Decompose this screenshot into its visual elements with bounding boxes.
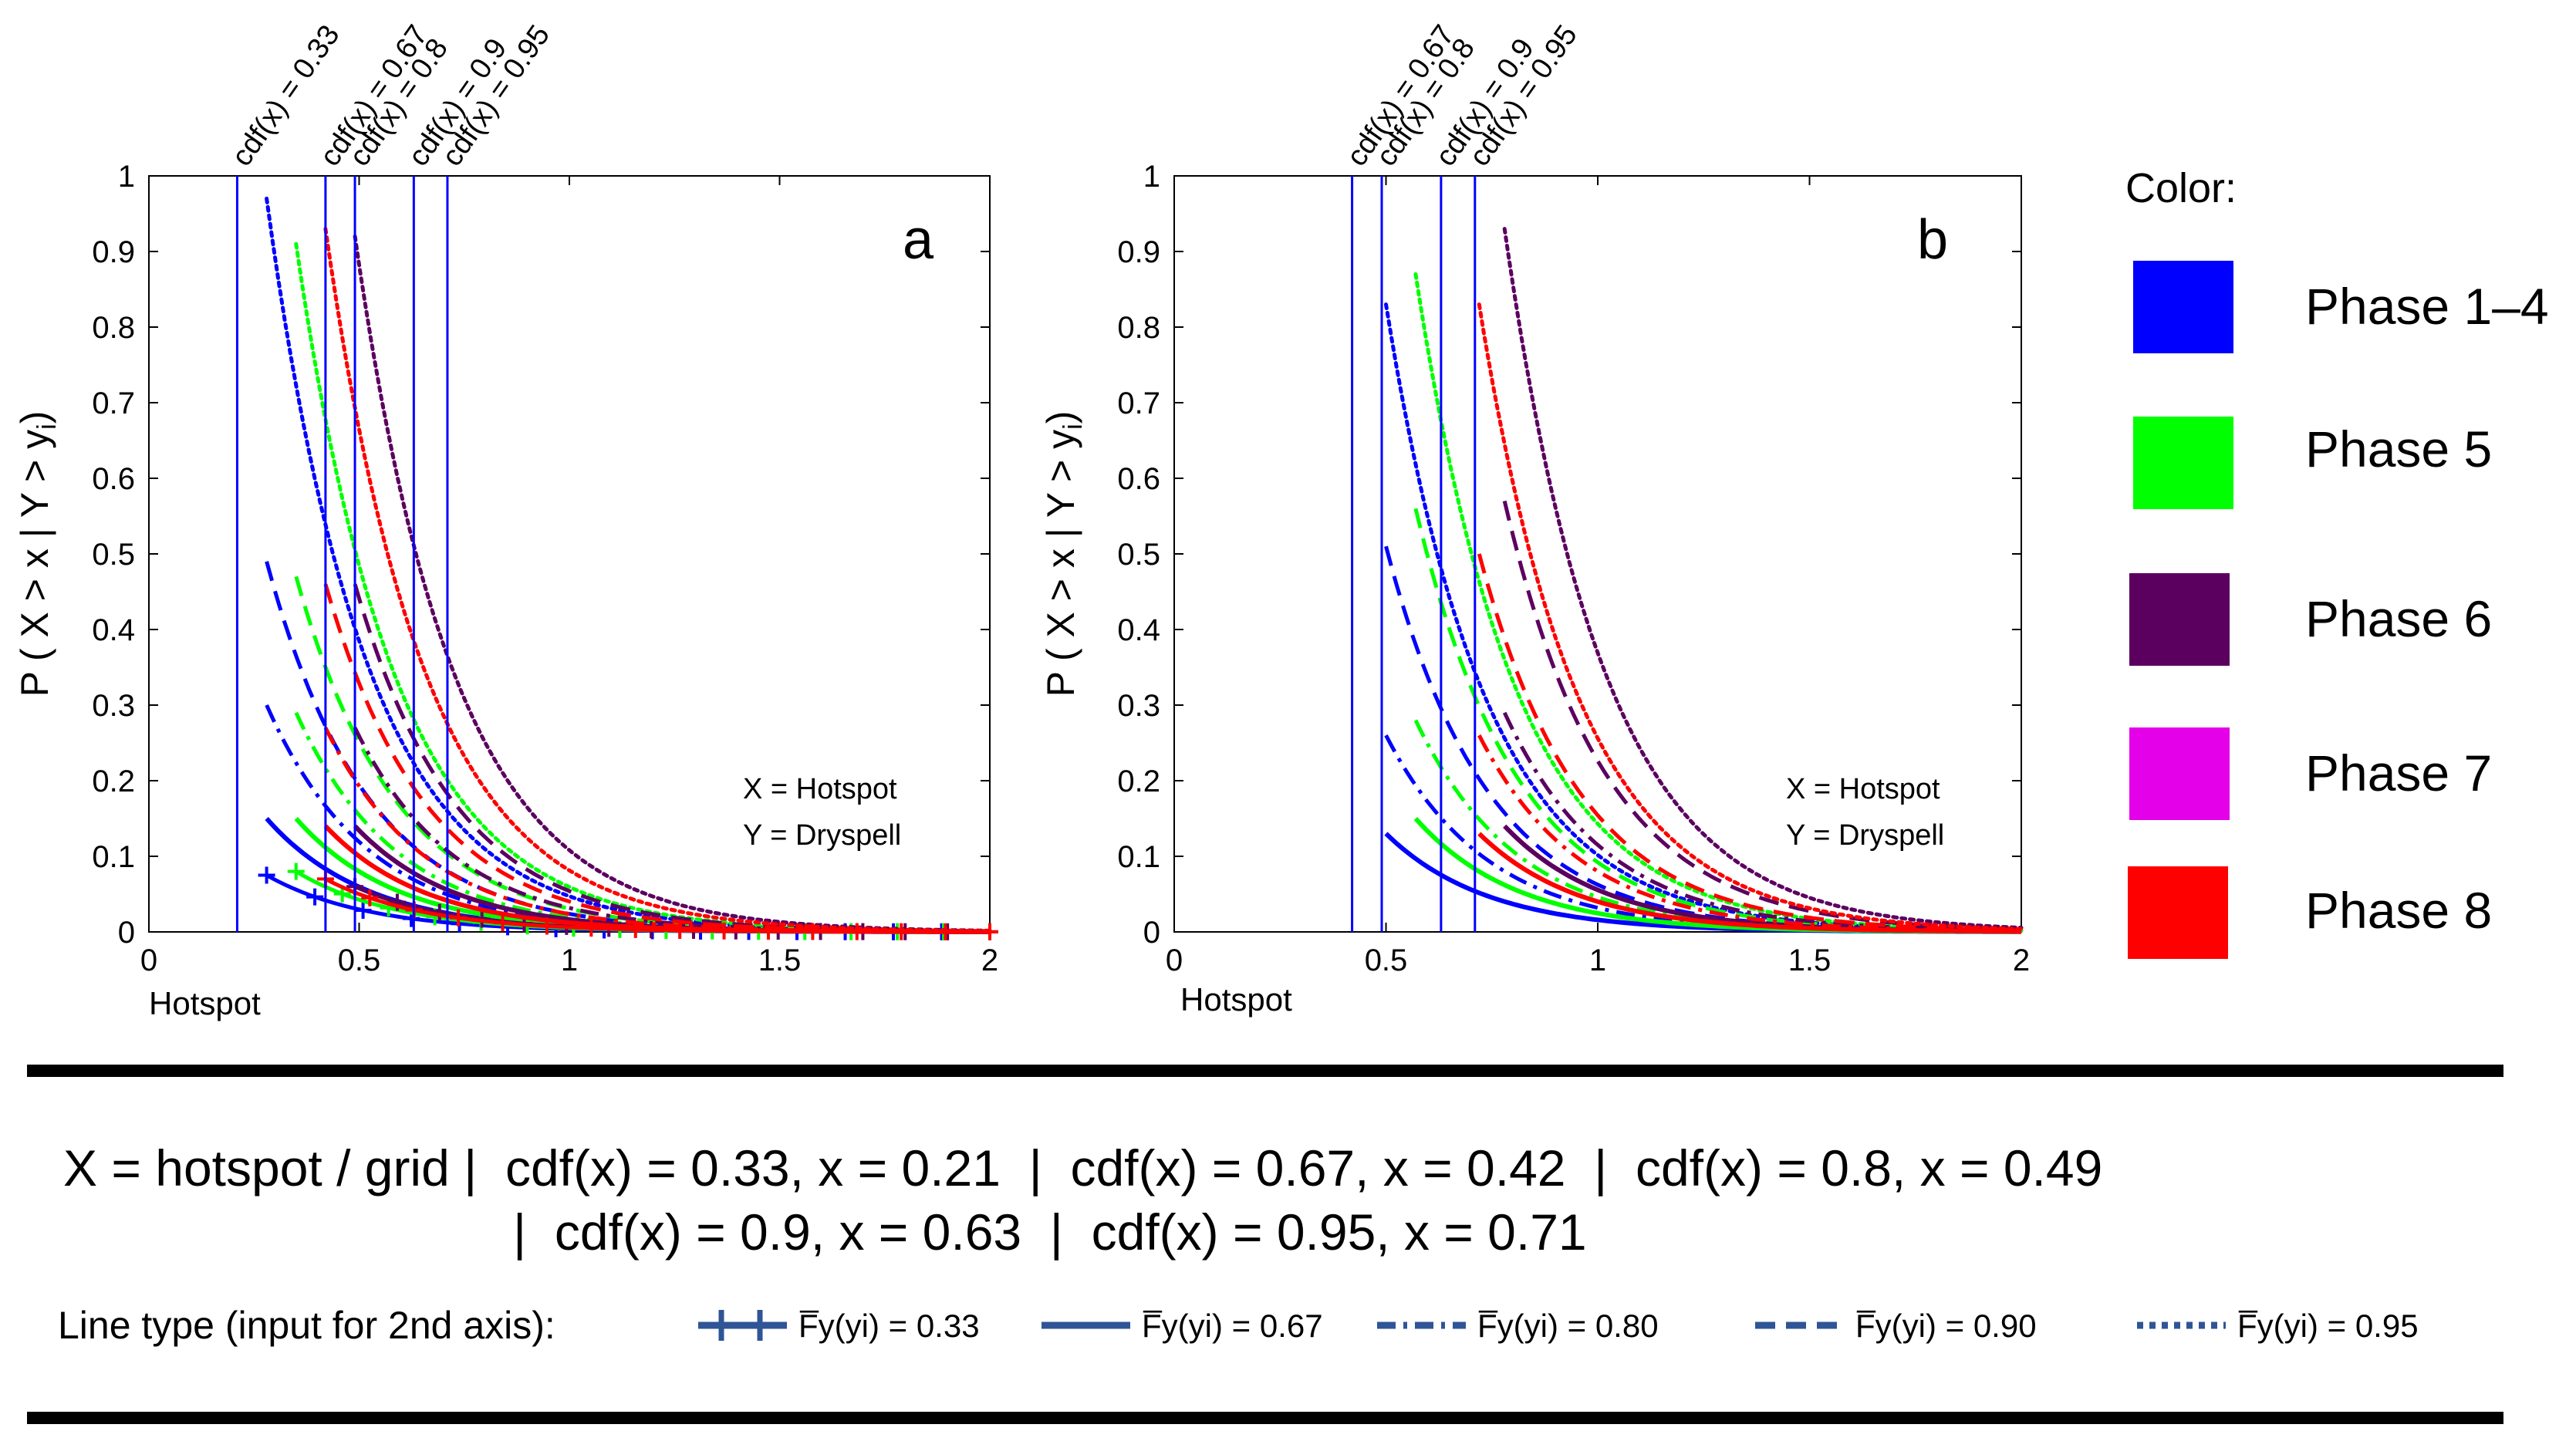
panel-b-xtick-label: 1 <box>1589 943 1606 977</box>
panel-b-series-phase-6-dashed <box>1502 500 2022 932</box>
panel-a-xtick-label: 1 <box>561 943 578 977</box>
panel-b-annotation-x: X = Hotspot <box>1786 773 1940 805</box>
panel-b-axes-frame <box>1173 175 2022 933</box>
panel-a-ytick-label: 0.9 <box>92 235 135 269</box>
panel-a-series-phase-1-4-plus-marker <box>258 866 275 884</box>
panel-b-ytick-label: 0.3 <box>1117 689 1160 723</box>
panel-a-series-phase-6-dashed <box>353 583 990 933</box>
panel-a-series-phase-1-4-plus-marker <box>306 888 324 906</box>
footer-top-rule <box>27 1065 2503 1077</box>
panel-a-annotation-y: Y = Dryspell <box>743 819 901 852</box>
panel-b-xtick-label: 0.5 <box>1365 943 1408 977</box>
panel-a-xtick-label: 2 <box>981 943 998 977</box>
panel-a-ytick-label: 0.8 <box>92 311 135 345</box>
panel-b-xtick-label: 1.5 <box>1788 943 1832 977</box>
footer: X = hotspot / grid | cdf(x) = 0.33, x = … <box>27 1065 2503 1424</box>
linetype-label-dashed: F̅y(yi) = 0.90 <box>1855 1308 2037 1344</box>
panel-b-ytick-label: 0.8 <box>1117 311 1160 345</box>
panel-a-series-phase-5-plus-marker <box>287 862 305 880</box>
panel-b-series-phase-8-solid <box>1477 832 2021 934</box>
panel-b-xtick-label: 0 <box>1166 943 1183 977</box>
legend-swatch-phase-1-4 <box>2133 261 2233 353</box>
panel-a: 0 0.5 1 1.5 200.10.20.30.40.50.60.70.80.91cd… <box>13 19 998 1021</box>
legend-swatch-phase-7 <box>2129 727 2230 820</box>
legend-swatch-phase-6 <box>2129 573 2230 666</box>
footer-cdf-line-1: X = hotspot / grid | cdf(x) = 0.33, x = … <box>63 1139 2102 1197</box>
legend-swatch-phase-5 <box>2133 417 2233 509</box>
footer-bottom-rule <box>27 1412 2503 1424</box>
panel-a-label: a <box>903 209 934 271</box>
panel-b-ytick-label: 0.7 <box>1117 386 1160 420</box>
panel-a-series-phase-8-dashed <box>323 583 990 933</box>
legend-swatch-phase-8 <box>2128 866 2228 959</box>
panel-b-label: b <box>1917 209 1948 271</box>
legend-label-phase-6: Phase 6 <box>2305 590 2492 647</box>
color-legend-title: Color: <box>2125 165 2237 211</box>
panel-b-series-phase-8-dashed <box>1477 553 2022 933</box>
panel-a-xlabel: Hotspot <box>149 985 261 1021</box>
panel-b-ytick-label: 0.1 <box>1117 840 1160 874</box>
panel-a-series-phase-8-plus-marker <box>494 914 511 932</box>
panel-a-axes-frame <box>148 175 991 933</box>
panel-b-ylabel: P ( X > x | Y > yi) <box>1039 411 1088 697</box>
panel-a-ytick-label: 0.6 <box>92 462 135 496</box>
legend-label-phase-5: Phase 5 <box>2305 420 2492 478</box>
panel-a-series-phase-8-dashdot <box>323 727 991 934</box>
panel-b-ytick-label: 1 <box>1143 160 1160 194</box>
panel-b-ytick-label: 0 <box>1143 916 1160 950</box>
panel-b-series-phase-8-dotted <box>1477 302 2024 931</box>
panel-b-xlabel: Hotspot <box>1180 981 1292 1018</box>
linetype-legend-title: Line type (input for 2nd axis): <box>58 1304 555 1347</box>
panel-a-ytick-label: 0.5 <box>92 538 135 572</box>
panel-a-series-phase-8-dotted <box>323 227 992 933</box>
panel-b-xtick-label: 2 <box>2013 943 2030 977</box>
panel-a-xtick-label: 0.5 <box>338 943 381 977</box>
panel-a-xtick-label: 0 <box>140 943 157 977</box>
panel-b-ytick-label: 0.9 <box>1117 235 1160 269</box>
panel-a-ytick-label: 0.4 <box>92 613 135 647</box>
legend-label-phase-1-4: Phase 1–4 <box>2305 278 2549 335</box>
linetype-label-dashdot: F̅y(yi) = 0.80 <box>1477 1308 1659 1344</box>
panel-a-ytick-label: 0.7 <box>92 386 135 420</box>
panel-a-ytick-label: 1 <box>118 160 135 194</box>
panel-b-series-phase-5-dashed <box>1413 508 2021 933</box>
footer-cdf-line-2: | cdf(x) = 0.9, x = 0.63 | cdf(x) = 0.95… <box>513 1203 1587 1261</box>
panel-b-ytick-label: 0.5 <box>1117 538 1160 572</box>
panel-b: 0 0.5 1 1.5 200.10.20.30.40.50.60.70.80.91cd… <box>1039 19 2030 1018</box>
panel-a-series-phase-8-plus-marker <box>450 909 468 927</box>
panel-a-ylabel: P ( X > x | Y > yi) <box>13 411 62 697</box>
panel-b-ytick-label: 0.2 <box>1117 765 1160 798</box>
panel-b-series-phase-8-dashdot <box>1477 734 2021 933</box>
panel-a-ytick-label: 0.3 <box>92 689 135 723</box>
legend-label-phase-8: Phase 8 <box>2305 882 2492 939</box>
color-legend: Color: Phase 1–4 Phase 5 Phase 6 Phase 7… <box>2125 165 2549 959</box>
panel-a-ytick-label: 0.2 <box>92 765 135 798</box>
panel-a-series-phase-8-plus-marker <box>361 889 379 906</box>
linetype-label-solid: F̅y(yi) = 0.67 <box>1142 1308 1323 1344</box>
panel-b-ytick-label: 0.4 <box>1117 613 1160 647</box>
panel-b-annotation-y: Y = Dryspell <box>1786 819 1944 852</box>
linetype-label-dotted: F̅y(yi) = 0.95 <box>2237 1308 2419 1344</box>
legend-label-phase-7: Phase 7 <box>2305 744 2492 802</box>
panel-a-series-phase-1-4-plus-marker <box>354 901 372 919</box>
panel-a-ytick-label: 0 <box>118 916 135 950</box>
linetype-label-plus: F̅y(yi) = 0.33 <box>798 1308 980 1344</box>
panel-b-series-phase-6-dotted <box>1502 227 2024 930</box>
panel-a-series-phase-5-dashed <box>294 575 990 933</box>
panel-a-annotation-x: X = Hotspot <box>743 773 897 805</box>
panel-b-ytick-label: 0.6 <box>1117 462 1160 496</box>
panel-a-xtick-label: 1.5 <box>758 943 802 977</box>
linetype-legend: F̅y(yi) = 0.33 F̅y(yi) = 0.67 F̅y(yi) = 0.… <box>698 1308 2419 1344</box>
panel-a-ytick-label: 0.1 <box>92 840 135 874</box>
